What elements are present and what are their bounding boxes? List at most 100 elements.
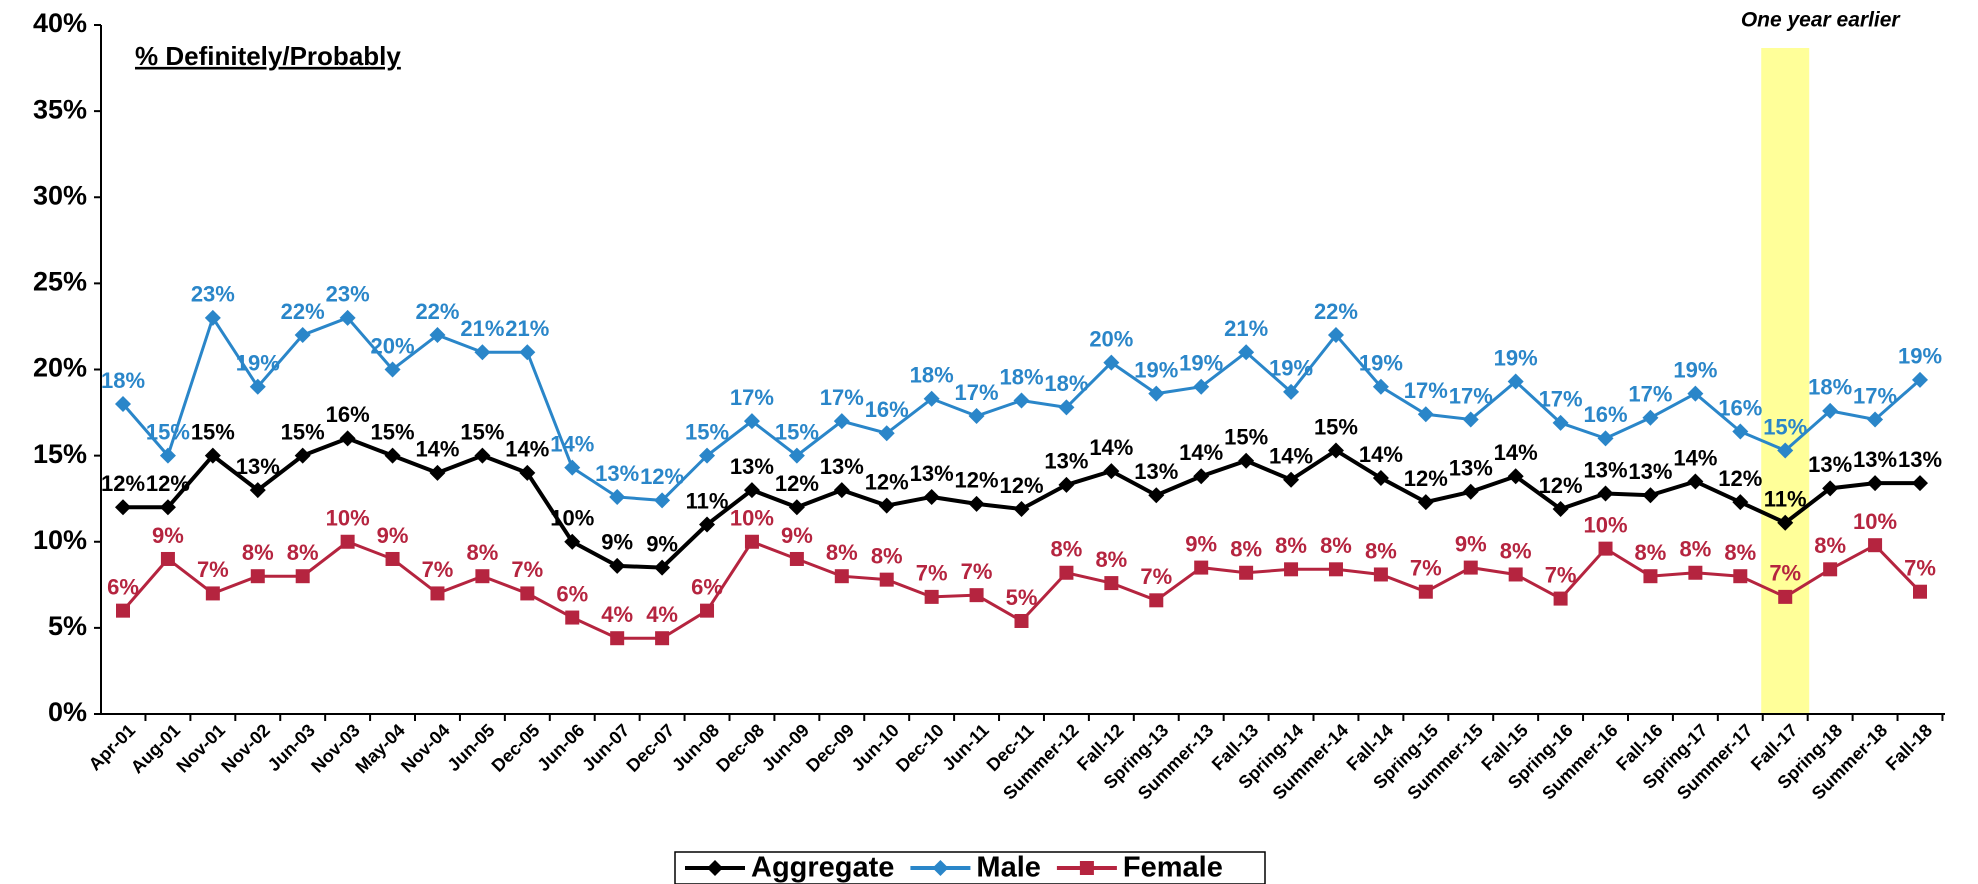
point: [1507, 468, 1524, 485]
data-label: 7%: [1140, 564, 1172, 589]
x-tick-label: Nov-02: [217, 720, 274, 777]
x-tick-label: May-04: [351, 720, 408, 777]
data-label: 7%: [422, 557, 454, 582]
data-label: 12%: [640, 464, 684, 489]
point: [474, 344, 491, 361]
point: [1732, 423, 1749, 440]
data-label: 15%: [1224, 425, 1268, 450]
data-label: 7%: [1410, 556, 1442, 581]
data-label: 17%: [1404, 378, 1448, 403]
point: [250, 569, 265, 584]
point: [1013, 501, 1030, 518]
data-label: 7%: [916, 561, 948, 586]
data-label: 19%: [1359, 351, 1403, 376]
y-tick-label: 5%: [48, 611, 87, 641]
data-label: 8%: [1724, 540, 1756, 565]
data-label: 15%: [191, 419, 235, 444]
data-label: 19%: [1179, 351, 1223, 376]
data-label: 8%: [1230, 537, 1262, 562]
point: [1913, 584, 1927, 599]
legend-marker: [932, 860, 949, 876]
data-label: 4%: [601, 602, 633, 627]
point: [1598, 541, 1613, 556]
data-label: 9%: [1455, 531, 1487, 556]
point: [743, 413, 760, 430]
data-label: 18%: [999, 364, 1043, 389]
point: [1732, 494, 1749, 511]
data-label: 15%: [281, 419, 325, 444]
point: [384, 447, 401, 464]
point: [1193, 378, 1210, 395]
point: [294, 447, 311, 464]
point: [1867, 411, 1884, 428]
point: [1462, 411, 1479, 428]
point: [1597, 485, 1614, 502]
data-label: 13%: [1584, 457, 1628, 482]
data-label: 21%: [1224, 316, 1268, 341]
data-label: 15%: [685, 419, 729, 444]
x-tick-label: Jun-08: [668, 720, 723, 775]
point: [115, 499, 131, 516]
data-label: 8%: [1095, 547, 1127, 572]
point: [116, 603, 130, 618]
data-label: 13%: [820, 454, 864, 479]
point: [879, 572, 894, 587]
legend-label: Aggregate: [751, 852, 894, 884]
point: [654, 559, 671, 576]
data-label: 10%: [326, 506, 370, 531]
data-label: 8%: [1635, 540, 1667, 565]
data-label: 17%: [1449, 383, 1493, 408]
data-label: 14%: [1179, 440, 1223, 465]
point: [520, 586, 535, 601]
data-label: 6%: [556, 581, 588, 606]
x-tick-label: Dec-08: [712, 720, 768, 776]
data-label: 9%: [152, 523, 184, 548]
data-label: 8%: [1275, 533, 1307, 558]
data-label: 9%: [646, 531, 678, 556]
data-label: 13%: [236, 454, 280, 479]
data-label: 19%: [1494, 345, 1538, 370]
x-tick-label: Jun-07: [578, 720, 633, 775]
data-label: 19%: [1134, 357, 1178, 382]
point: [1642, 409, 1659, 426]
point: [1194, 560, 1209, 575]
point: [1372, 470, 1389, 487]
data-label: 8%: [1500, 538, 1532, 563]
point: [429, 327, 446, 344]
point: [878, 497, 895, 514]
data-label: 13%: [910, 461, 954, 486]
data-label: 12%: [101, 471, 145, 496]
data-label: 7%: [961, 559, 993, 584]
point: [565, 610, 580, 625]
data-label: 10%: [550, 506, 594, 531]
point: [1103, 354, 1120, 371]
chart-title: % Definitely/Probably: [135, 41, 401, 71]
point: [924, 589, 939, 604]
point: [609, 488, 626, 505]
point: [1822, 402, 1839, 419]
data-label: 16%: [1718, 395, 1762, 420]
data-label: 19%: [1673, 357, 1717, 382]
y-tick-label: 30%: [33, 180, 87, 210]
point: [968, 495, 985, 512]
point: [385, 551, 400, 566]
data-label: 12%: [146, 471, 190, 496]
data-label: 13%: [1853, 447, 1897, 472]
data-label: 9%: [601, 530, 633, 555]
point: [1823, 562, 1838, 577]
data-label: 9%: [377, 523, 409, 548]
data-label: 14%: [1359, 442, 1403, 467]
x-tick-label: Jun-06: [533, 720, 588, 775]
data-label: 8%: [871, 543, 903, 568]
data-label: 16%: [1584, 402, 1628, 427]
data-label: 13%: [1628, 459, 1672, 484]
point: [1058, 399, 1075, 416]
data-label: 23%: [191, 282, 235, 307]
data-label: 14%: [505, 437, 549, 462]
point: [159, 499, 176, 516]
data-label: 17%: [955, 380, 999, 405]
data-label: 19%: [1269, 356, 1313, 381]
point: [204, 309, 221, 326]
